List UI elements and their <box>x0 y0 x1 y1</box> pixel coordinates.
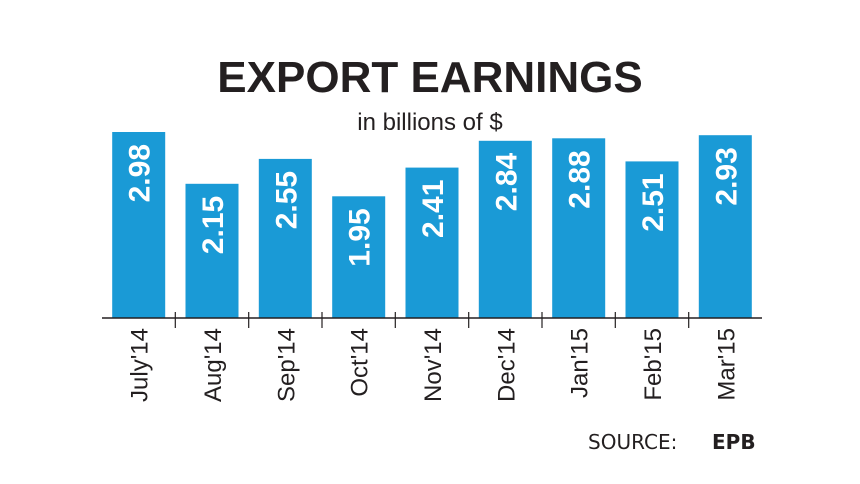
value-label-2: 2.55 <box>270 171 303 229</box>
bar-4 <box>405 167 459 318</box>
source-note: SOURCE: EPB <box>588 430 756 454</box>
category-label-4: Nov'14 <box>420 328 447 402</box>
category-label-8: Mar'15 <box>713 328 740 401</box>
chart-subtitle: in billions of $ <box>357 109 502 136</box>
bar-7 <box>625 161 679 318</box>
x-axis <box>102 312 762 328</box>
category-label-6: Jan'15 <box>567 328 594 398</box>
category-label-3: Oct'14 <box>347 328 374 397</box>
bars-group <box>112 132 752 318</box>
value-label-0: 2.98 <box>124 144 157 202</box>
chart-title: EXPORT EARNINGS <box>217 53 642 102</box>
bar-0 <box>112 132 166 318</box>
category-label-2: Sep'14 <box>273 328 300 402</box>
value-label-8: 2.93 <box>710 147 743 205</box>
value-label-3: 1.95 <box>344 208 377 266</box>
value-label-7: 2.51 <box>637 173 670 231</box>
value-label-1: 2.15 <box>197 196 230 254</box>
bar-3 <box>332 196 386 318</box>
bar-6 <box>552 138 606 318</box>
bar-5 <box>478 140 532 318</box>
category-labels-group: 2.98 July'14 2.15 Aug'14 2.55 Sep'14 1.95 Oct'1… <box>124 144 744 402</box>
category-label-5: Dec'14 <box>493 328 520 402</box>
value-label-4: 2.41 <box>417 180 450 238</box>
bar-8 <box>698 135 752 318</box>
value-label-5: 2.84 <box>490 152 523 211</box>
category-label-1: Aug'14 <box>200 328 227 402</box>
value-label-6: 2.88 <box>564 150 597 208</box>
bar-1 <box>185 183 239 318</box>
source-label: SOURCE: <box>588 430 677 454</box>
bar-2 <box>258 158 312 318</box>
source-value: EPB <box>712 430 756 454</box>
category-label-7: Feb'15 <box>640 328 667 401</box>
category-label-0: July'14 <box>127 328 154 402</box>
